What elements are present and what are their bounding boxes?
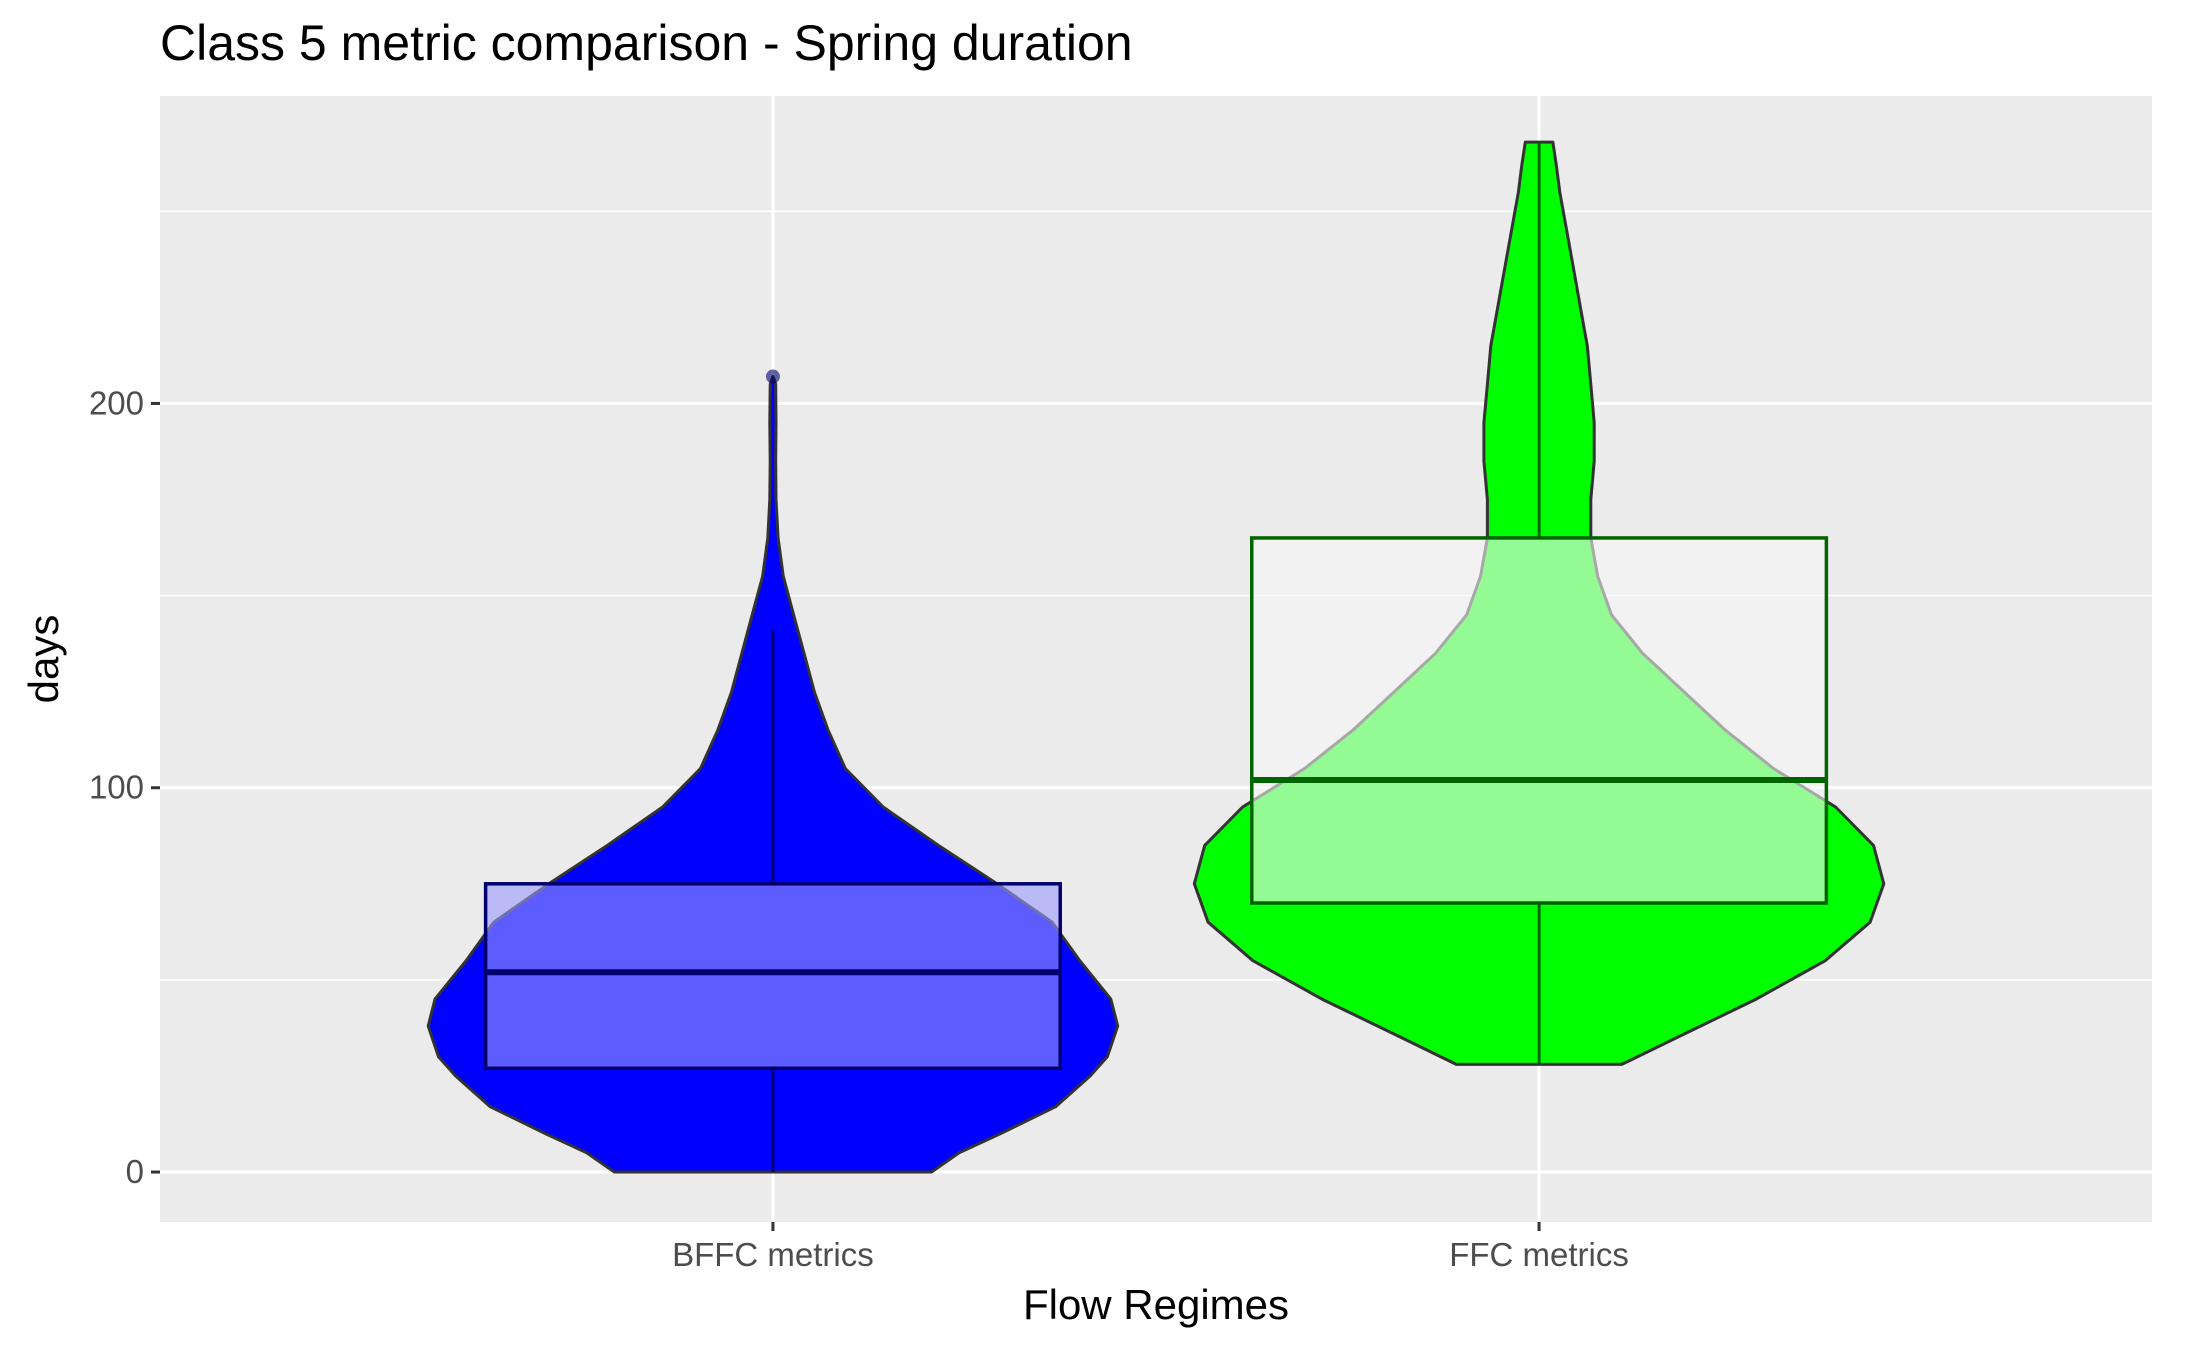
- y-tick-label: 200: [89, 384, 144, 421]
- y-tick-label: 0: [126, 1153, 144, 1190]
- chart-title: Class 5 metric comparison - Spring durat…: [160, 15, 1133, 71]
- outlier-point: [765, 369, 780, 384]
- iqr-box: [1250, 536, 1829, 905]
- iqr-box: [483, 882, 1062, 1071]
- boxplots: [483, 142, 1829, 1173]
- axes: 0 100 200 BFFC metrics FFC metrics: [89, 384, 1629, 1273]
- x-tick-label: BFFC metrics: [672, 1236, 874, 1273]
- x-axis-title: Flow Regimes: [1023, 1281, 1289, 1328]
- y-tick-label: 100: [89, 769, 144, 806]
- y-axis-title: days: [20, 615, 67, 704]
- x-tick-label: FFC metrics: [1449, 1236, 1629, 1273]
